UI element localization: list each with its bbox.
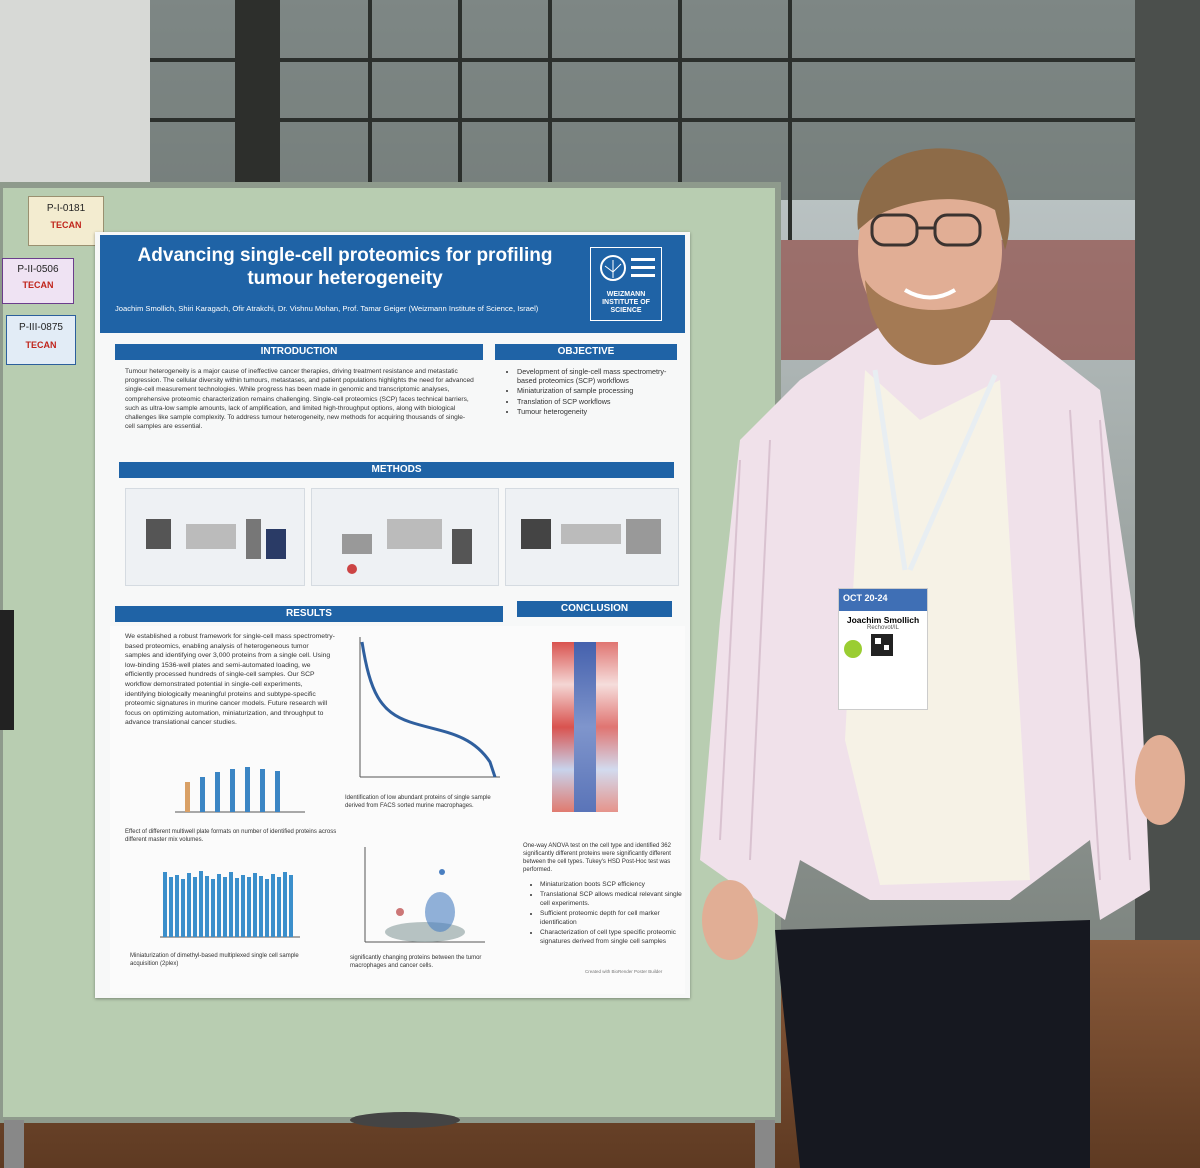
board-label: P-I-0181 TECAN [28, 196, 104, 246]
section-heading: METHODS [119, 462, 674, 478]
conclusion-item: Sufficient proteomic depth for cell mark… [540, 909, 685, 927]
label-brand: TECAN [50, 220, 82, 230]
wall [0, 0, 150, 190]
conclusion-item: Characterization of cell type specific p… [540, 928, 685, 946]
poster-title: Advancing single-cell proteomics for pro… [137, 245, 553, 289]
section-heading: CONCLUSION [517, 601, 672, 617]
board-clip [0, 610, 14, 730]
objective-item: Translation of SCP workflows [517, 397, 682, 406]
label-brand: TECAN [25, 340, 57, 350]
pillar [235, 0, 280, 190]
badge-graphics [844, 634, 893, 658]
bar-plot [175, 767, 305, 813]
intro-text: Tumour heterogeneity is a major cause of… [125, 368, 474, 431]
board-leg [755, 1120, 775, 1168]
board-foot [350, 1112, 460, 1128]
ranked-plot [359, 637, 500, 778]
badge-name: Joachim Smollich [846, 615, 920, 625]
method-figure [311, 488, 499, 586]
hand [1135, 735, 1185, 825]
name-badge: OCT 20-24 Joachim Smollich Rechovot/IL [838, 588, 928, 710]
objective-list: Development of single-cell mass spectrom… [507, 367, 682, 417]
section-heading: INTRODUCTION [115, 344, 483, 360]
poster-header [100, 235, 685, 333]
poster-footer: Created with BioRender Poster Builder [585, 969, 663, 974]
figure-caption: significantly changing proteins between … [350, 955, 482, 969]
objective-item: Miniaturization of sample processing [517, 386, 682, 395]
beard [865, 280, 998, 365]
conclusion-list: Miniaturization boots SCP efficiency Tra… [530, 880, 685, 947]
logo-text: WEIZMANN INSTITUTE OF SCIENCE [602, 291, 650, 314]
method-figure [505, 488, 679, 586]
shirt-stripes [719, 409, 1131, 881]
label-code: P-I-0181 [46, 203, 86, 214]
method-figure [125, 488, 305, 586]
badge-affiliation: Rechovot/IL [866, 625, 900, 631]
board-label: P-II-0506 TECAN [2, 258, 74, 304]
board-leg [4, 1120, 24, 1168]
section-heading: OBJECTIVE [495, 344, 677, 360]
label-brand: TECAN [22, 280, 54, 290]
heatmap [552, 642, 618, 812]
lanyard [872, 369, 998, 571]
trousers [775, 920, 1090, 1168]
conclusion-item: Miniaturization boots SCP efficiency [540, 880, 685, 889]
figure-caption: One-way ANOVA test on the cell type and … [523, 843, 671, 873]
t-shirt [845, 370, 1030, 885]
figure-caption: Identification of low abundant proteins … [345, 795, 491, 809]
figure-caption: Miniaturization of dimethyl-based multip… [130, 953, 299, 967]
window-frames [150, 0, 1150, 240]
person [700, 148, 1185, 1168]
bar-plot [160, 871, 300, 938]
section-heading: RESULTS [115, 606, 503, 622]
conclusion-item: Translational SCP allows medical relevan… [540, 890, 685, 908]
hand [702, 880, 758, 960]
poster-authors: Joachim Smollich, Shiri Karagach, Ofir A… [115, 304, 539, 313]
figure-caption: Effect of different multiwell plate form… [125, 829, 337, 843]
board-label: P-III-0875 TECAN [6, 315, 76, 365]
logo-box: WEIZMANN INSTITUTE OF SCIENCE [590, 247, 662, 321]
hair [857, 148, 1010, 250]
badge-dates: OCT 20-24 [839, 589, 927, 611]
logo-emblem [600, 255, 655, 281]
objective-item: Development of single-cell mass spectrom… [517, 367, 682, 385]
results-text: We established a robust framework for si… [125, 633, 335, 727]
poster: Advancing single-cell proteomics for pro… [95, 232, 690, 998]
label-code: P-III-0875 [19, 322, 63, 333]
objective-item: Tumour heterogeneity [517, 407, 682, 416]
volcano-plot [364, 847, 485, 943]
glasses [870, 213, 982, 247]
smile [903, 288, 957, 300]
label-code: P-II-0506 [17, 264, 59, 275]
